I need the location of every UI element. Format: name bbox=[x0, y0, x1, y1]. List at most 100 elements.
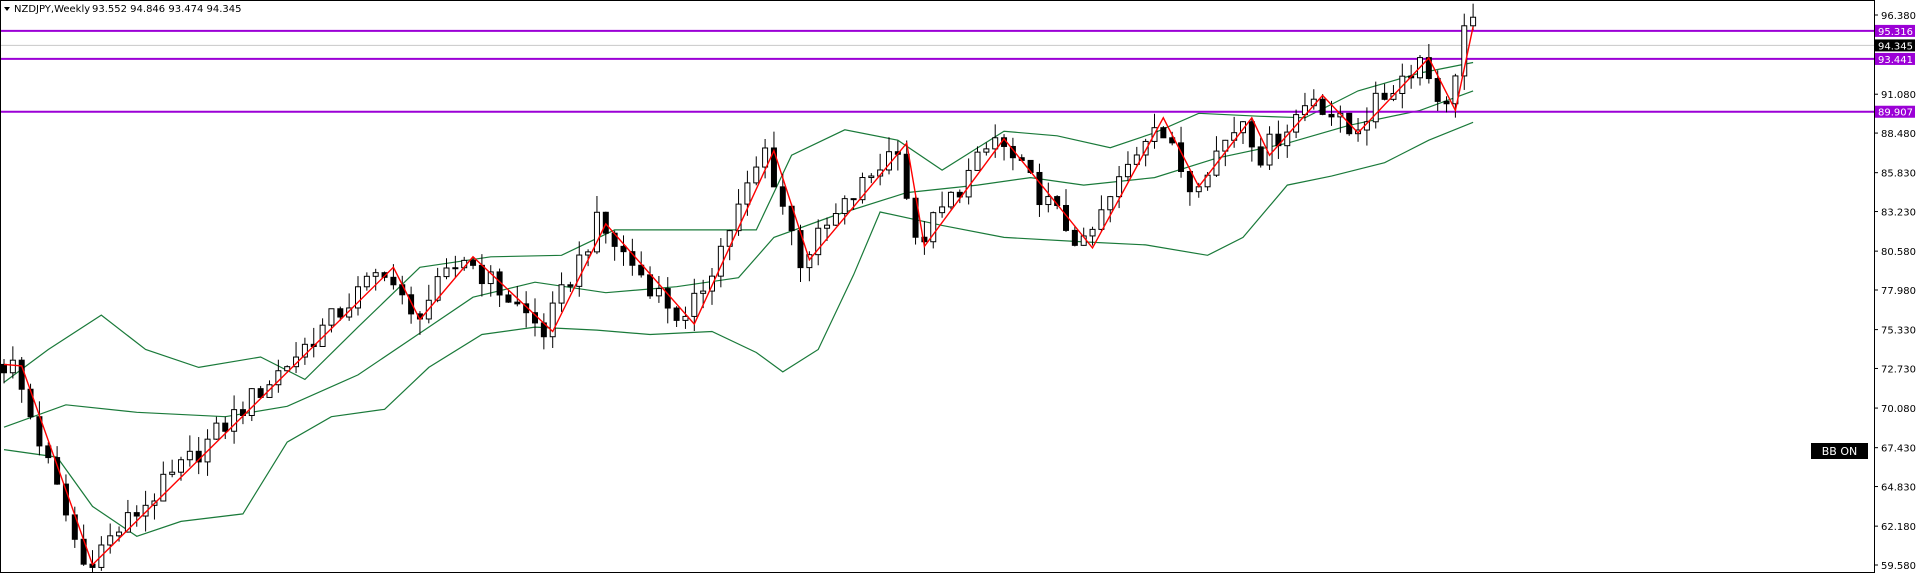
candle bbox=[726, 229, 733, 261]
candle-body-up bbox=[1461, 25, 1468, 77]
candle-body-down bbox=[602, 211, 609, 234]
candle bbox=[195, 437, 202, 475]
lower-band-line bbox=[3, 121, 1474, 537]
candle-body-up bbox=[1133, 154, 1140, 165]
candle bbox=[496, 268, 503, 307]
candle-body-down bbox=[1319, 98, 1326, 115]
candle-body-down bbox=[1443, 100, 1450, 105]
bollinger-bands bbox=[3, 61, 1474, 537]
candle-body-down bbox=[779, 186, 786, 207]
candle bbox=[523, 291, 530, 328]
y-tick-label: 75.330 bbox=[1881, 326, 1916, 337]
candle-body-up bbox=[372, 272, 379, 277]
candle-body-down bbox=[1248, 121, 1255, 148]
candle bbox=[293, 342, 300, 374]
candle-body-up bbox=[434, 276, 441, 301]
candle-body-up bbox=[762, 147, 769, 168]
candle bbox=[824, 217, 831, 241]
candle bbox=[1275, 120, 1282, 159]
y-tick-label: 77.980 bbox=[1881, 286, 1916, 297]
candle bbox=[682, 306, 689, 329]
candle-body-up bbox=[974, 151, 981, 171]
candle-body-up bbox=[355, 286, 361, 309]
candle-body-up bbox=[363, 275, 370, 288]
candle bbox=[1186, 170, 1193, 206]
candle-body-up bbox=[1470, 16, 1477, 27]
y-tick-label: 91.080 bbox=[1881, 90, 1916, 101]
candle bbox=[257, 385, 264, 399]
candle-body-up bbox=[1266, 133, 1273, 166]
candle-body-down bbox=[133, 512, 140, 517]
candle bbox=[877, 153, 884, 186]
candle bbox=[186, 435, 193, 467]
y-tick-label: 62.180 bbox=[1881, 522, 1916, 533]
candle bbox=[655, 275, 662, 303]
menu-triangle-icon[interactable] bbox=[4, 7, 10, 11]
candle bbox=[1470, 3, 1477, 31]
candle-body-up bbox=[346, 307, 353, 318]
candle bbox=[939, 191, 946, 218]
candle bbox=[992, 124, 999, 158]
bb-on-badge-label: BB ON bbox=[1822, 445, 1857, 458]
candle-body-up bbox=[1142, 140, 1149, 156]
candle bbox=[832, 203, 839, 227]
plot-frame bbox=[0, 0, 1875, 573]
candle-body-down bbox=[1, 363, 7, 374]
candle bbox=[1160, 126, 1167, 139]
candle-body-down bbox=[638, 264, 645, 276]
candle-body-down bbox=[1071, 229, 1078, 246]
candle bbox=[443, 258, 450, 280]
candle bbox=[1461, 13, 1468, 90]
candle bbox=[355, 276, 361, 316]
candle-body-up bbox=[593, 211, 600, 253]
candle bbox=[770, 131, 777, 188]
candle-body-up bbox=[815, 227, 822, 256]
candle-body-up bbox=[1399, 75, 1406, 94]
candle-body-down bbox=[381, 272, 388, 278]
candle bbox=[1425, 44, 1432, 84]
candle bbox=[45, 442, 52, 464]
candle bbox=[487, 265, 494, 297]
candle-body-down bbox=[770, 147, 777, 188]
candle bbox=[1319, 94, 1326, 116]
candle bbox=[1248, 118, 1255, 162]
candle-body-up bbox=[124, 512, 131, 533]
candle-body-up bbox=[585, 251, 592, 256]
level-price-box bbox=[1875, 24, 1915, 37]
candle-body-up bbox=[558, 284, 565, 304]
candle bbox=[620, 235, 627, 266]
candle-body-down bbox=[514, 301, 521, 305]
candle bbox=[1240, 120, 1246, 144]
candle-body-down bbox=[1434, 78, 1441, 102]
candle bbox=[1089, 226, 1096, 246]
candle bbox=[673, 306, 680, 327]
y-tick-label: 72.730 bbox=[1881, 364, 1916, 375]
candle bbox=[859, 172, 866, 204]
candle bbox=[558, 272, 565, 312]
candle bbox=[1045, 182, 1052, 213]
candle-body-up bbox=[939, 206, 946, 214]
candle bbox=[1036, 163, 1043, 217]
candle bbox=[930, 211, 937, 249]
candle bbox=[434, 267, 441, 303]
candle bbox=[602, 211, 609, 244]
candle bbox=[1116, 166, 1123, 209]
candle-body-down bbox=[408, 294, 415, 315]
candle-body-up bbox=[178, 459, 184, 473]
candle-body-up bbox=[328, 308, 335, 326]
candle bbox=[346, 293, 353, 321]
candle bbox=[151, 493, 158, 520]
candle bbox=[1266, 126, 1273, 170]
chart-ohlc-label: 93.552 94.846 93.474 94.345 bbox=[92, 4, 242, 15]
candle-body-up bbox=[576, 254, 583, 287]
candle-body-up bbox=[709, 275, 715, 292]
candle bbox=[1284, 124, 1291, 158]
candle-body-up bbox=[1089, 228, 1096, 237]
candle-body-down bbox=[1036, 171, 1043, 206]
candle-body-up bbox=[700, 290, 707, 294]
bb-on-badge[interactable] bbox=[1811, 443, 1868, 459]
candle-body-up bbox=[1045, 196, 1052, 206]
candle-body-up bbox=[1240, 121, 1246, 134]
candle bbox=[248, 388, 255, 422]
